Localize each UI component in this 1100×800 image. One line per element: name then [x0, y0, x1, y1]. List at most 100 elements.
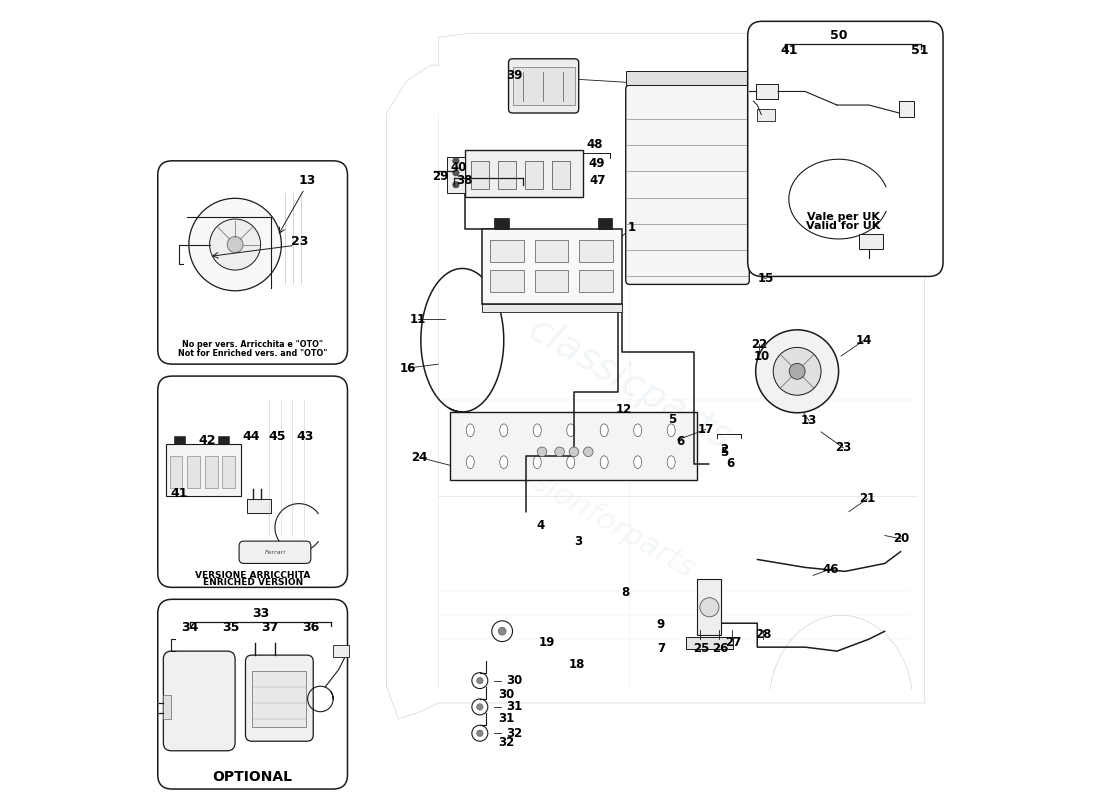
Text: OPTIONAL: OPTIONAL [212, 770, 293, 784]
Text: 12: 12 [615, 403, 631, 416]
Bar [464, 150, 583, 197]
Text: classicparts: classicparts [521, 310, 738, 458]
Bar [757, 109, 774, 121]
FancyBboxPatch shape [239, 541, 311, 563]
Ellipse shape [634, 424, 641, 437]
Ellipse shape [634, 456, 641, 469]
FancyBboxPatch shape [157, 161, 348, 364]
Bar [859, 234, 883, 249]
Circle shape [773, 347, 821, 395]
Bar [169, 456, 183, 488]
Text: Vale per UK: Vale per UK [807, 212, 880, 222]
Text: 32: 32 [506, 726, 522, 740]
Text: 27: 27 [725, 636, 741, 649]
Circle shape [453, 182, 459, 188]
Bar [626, 70, 749, 85]
Text: 35: 35 [222, 621, 240, 634]
Circle shape [700, 598, 719, 617]
Ellipse shape [601, 424, 608, 437]
Text: 48: 48 [586, 138, 603, 151]
Bar [248, 499, 271, 514]
Text: Ferrari: Ferrari [264, 550, 286, 554]
Text: 20: 20 [893, 532, 909, 546]
Text: 25: 25 [693, 642, 710, 655]
Text: 11: 11 [409, 313, 426, 326]
Bar [333, 645, 349, 657]
Text: Not for Enriched vers. and "OTO": Not for Enriched vers. and "OTO" [178, 349, 328, 358]
Bar [535, 270, 569, 292]
Text: 47: 47 [590, 174, 606, 187]
Bar [552, 161, 570, 189]
Bar [491, 270, 524, 292]
Bar [448, 157, 464, 193]
Circle shape [583, 447, 593, 457]
Circle shape [476, 678, 483, 684]
Bar [450, 412, 697, 480]
Bar [685, 637, 734, 649]
Ellipse shape [466, 424, 474, 437]
Text: 9: 9 [656, 618, 664, 631]
Text: 37: 37 [261, 621, 278, 634]
Ellipse shape [668, 456, 675, 469]
Text: 39: 39 [506, 69, 522, 82]
Circle shape [756, 330, 838, 413]
Text: 13: 13 [298, 174, 316, 187]
Text: 26: 26 [713, 642, 729, 655]
Text: 40: 40 [450, 161, 466, 174]
Ellipse shape [601, 456, 608, 469]
Circle shape [476, 704, 483, 710]
Text: 30: 30 [506, 674, 522, 687]
Bar [187, 456, 200, 488]
Bar [482, 229, 622, 304]
Bar [494, 218, 508, 229]
Circle shape [569, 447, 579, 457]
Text: 31: 31 [506, 701, 522, 714]
Text: 30: 30 [498, 689, 515, 702]
Bar [252, 671, 306, 727]
Circle shape [537, 447, 547, 457]
Bar [498, 161, 516, 189]
Text: ENRICHED VERSION: ENRICHED VERSION [202, 578, 302, 587]
Ellipse shape [499, 424, 508, 437]
FancyBboxPatch shape [157, 376, 348, 587]
Text: 10: 10 [754, 350, 770, 363]
Text: 28: 28 [756, 628, 772, 641]
Text: 32: 32 [498, 736, 515, 750]
Text: Valid for UK: Valid for UK [806, 221, 880, 230]
Bar [471, 161, 488, 189]
Text: 14: 14 [856, 334, 872, 346]
FancyBboxPatch shape [245, 655, 314, 742]
Ellipse shape [668, 424, 675, 437]
Ellipse shape [566, 456, 574, 469]
Bar [174, 436, 185, 444]
Ellipse shape [534, 424, 541, 437]
Text: 46: 46 [823, 562, 839, 575]
Text: 3: 3 [574, 535, 582, 549]
Text: 51: 51 [911, 44, 928, 57]
Text: 34: 34 [182, 621, 198, 634]
Bar [899, 101, 913, 117]
Circle shape [189, 198, 282, 290]
Text: 4: 4 [537, 519, 544, 533]
FancyBboxPatch shape [157, 599, 348, 789]
Text: 42: 42 [198, 434, 216, 447]
Text: 19: 19 [539, 636, 556, 649]
Text: 36: 36 [302, 621, 319, 634]
FancyBboxPatch shape [748, 22, 943, 277]
Text: 41: 41 [780, 44, 798, 57]
Text: 16: 16 [400, 362, 416, 374]
Ellipse shape [534, 456, 541, 469]
Text: 44: 44 [242, 430, 260, 443]
Text: 21: 21 [859, 492, 876, 506]
Bar [218, 436, 229, 444]
Text: passionforparts: passionforparts [480, 440, 700, 583]
Bar [697, 579, 722, 635]
Bar [166, 444, 242, 496]
FancyBboxPatch shape [508, 58, 579, 113]
Bar [222, 456, 235, 488]
Bar [513, 66, 574, 105]
Bar [482, 304, 622, 312]
Text: 43: 43 [297, 430, 313, 443]
Circle shape [472, 673, 487, 689]
Circle shape [789, 363, 805, 379]
